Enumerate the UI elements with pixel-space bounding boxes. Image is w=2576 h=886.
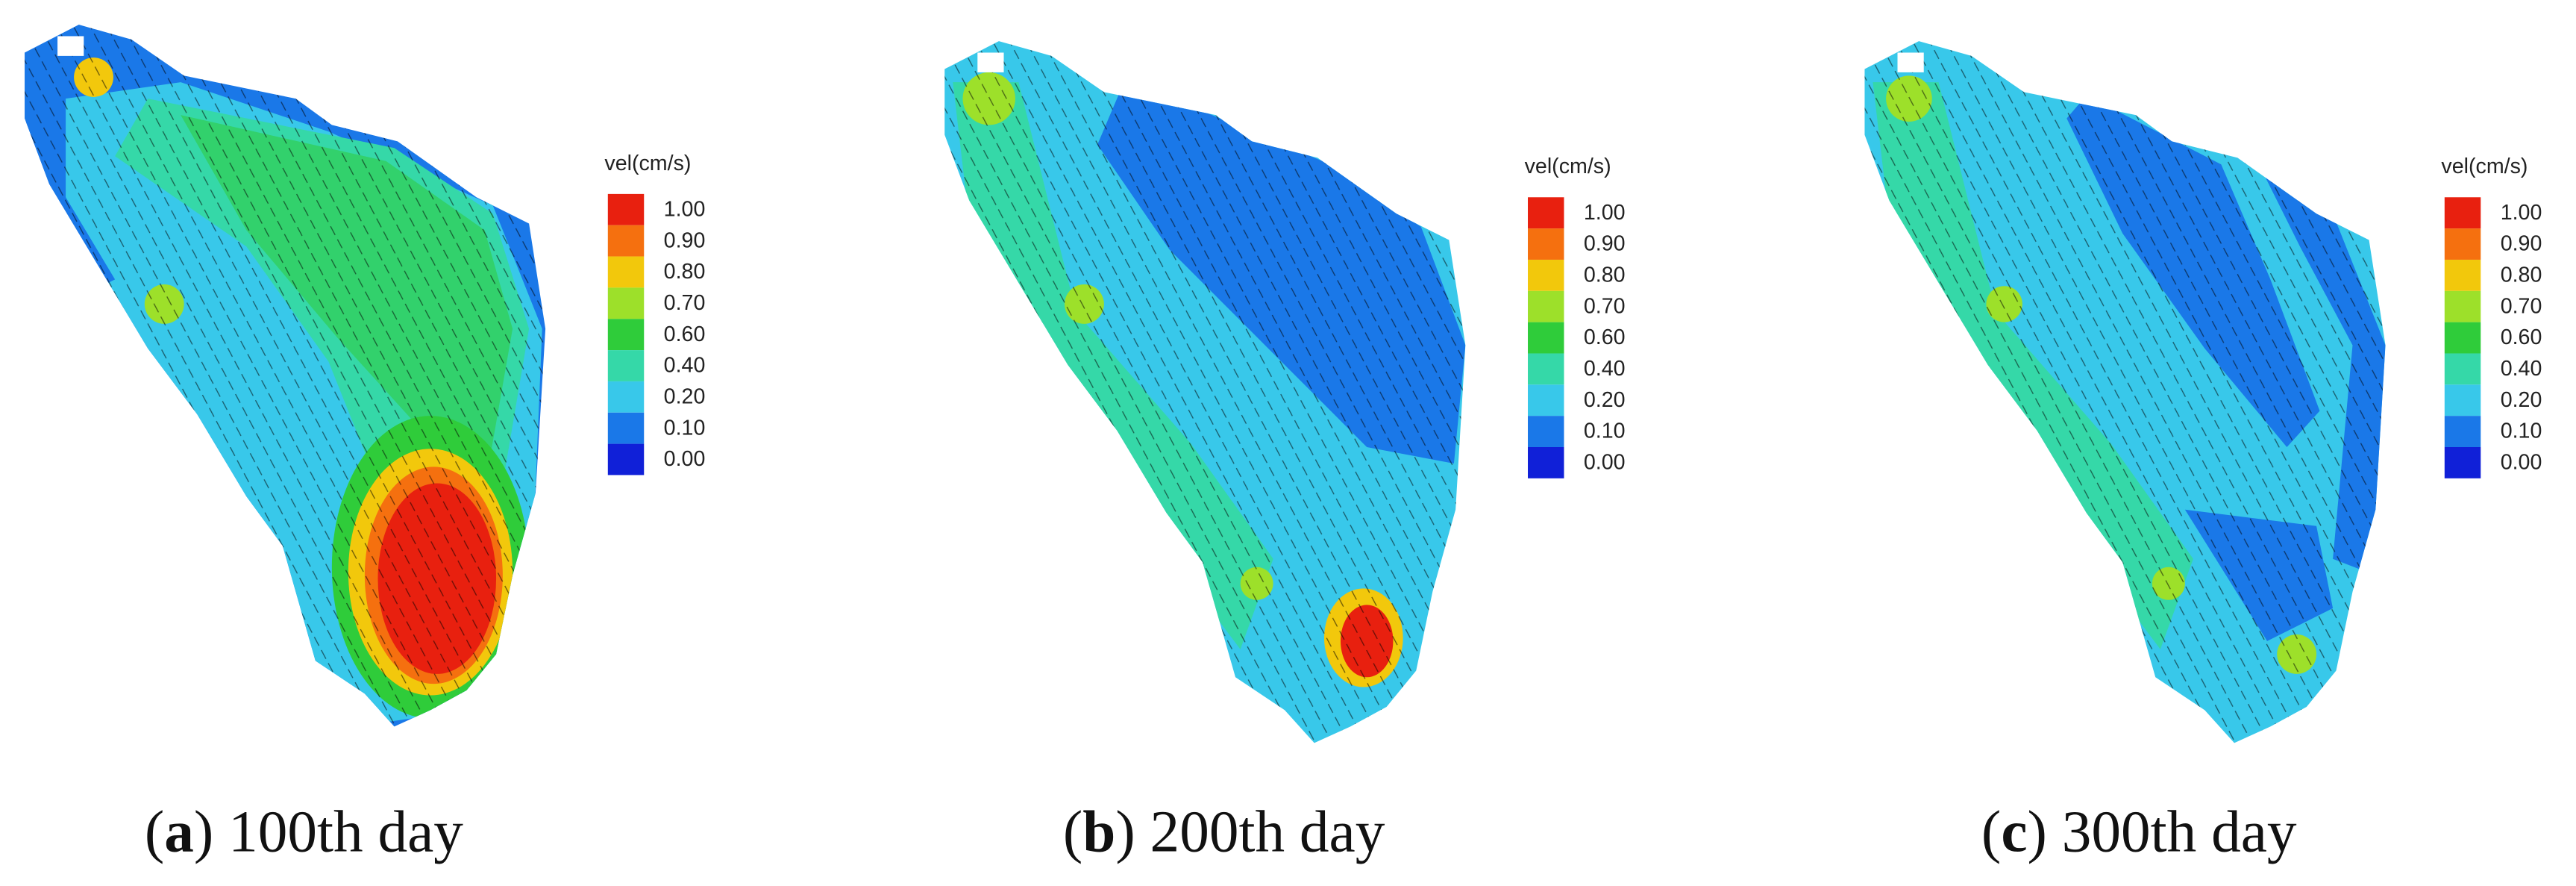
panel-map [944, 41, 1466, 743]
legend-label: 0.80 [1584, 263, 1626, 287]
legend-label: 0.90 [2501, 232, 2542, 256]
caption-part: ( [1981, 799, 2001, 865]
legend-swatch [2444, 384, 2481, 417]
legend-swatch [1528, 353, 1564, 385]
panel-map [25, 25, 546, 727]
caption: (c) 300th day [1981, 799, 2297, 865]
legend-swatch [2444, 447, 2481, 478]
legend-label: 0.40 [664, 354, 706, 378]
legend-swatch [607, 193, 645, 225]
legend-label: 0.00 [1584, 451, 1626, 475]
caption: (b) 200th day [1063, 799, 1385, 865]
legend-swatch [2444, 322, 2481, 354]
legend-swatch [607, 381, 645, 413]
legend-label: 0.10 [664, 416, 706, 440]
legend: vel(cm/s) 1.00 0.90 0.80 0.70 0.60 0.40 0.20 0.1… [1525, 155, 1626, 478]
caption-part: ) 200th day [1115, 799, 1385, 865]
legend-swatch [607, 443, 645, 475]
caption-part: ( [145, 799, 164, 865]
legend-title: vel(cm/s) [1525, 155, 1611, 178]
legend-label: 0.20 [1584, 388, 1626, 412]
legend-label: 0.10 [1584, 419, 1626, 443]
legend-swatch [1528, 228, 1564, 260]
legend-swatch [2444, 353, 2481, 385]
caption-part: ) 100th day [194, 799, 463, 865]
legend-swatch [1528, 447, 1564, 478]
legend-swatch [607, 412, 645, 444]
legend-label: 1.00 [1584, 201, 1626, 225]
legend-label: 0.70 [664, 291, 706, 315]
legend-swatch [1528, 322, 1564, 354]
legend-swatch [607, 256, 645, 288]
legend-label: 0.60 [1584, 325, 1626, 349]
legend-label: 0.40 [2501, 357, 2542, 381]
legend-title: vel(cm/s) [2441, 155, 2528, 178]
legend-swatch [1528, 416, 1564, 448]
legend-swatch [607, 319, 645, 351]
legend-label: 0.90 [1584, 232, 1626, 256]
legend-swatch [2444, 259, 2481, 291]
legend-title: vel(cm/s) [604, 152, 691, 175]
caption-part: b [1082, 799, 1115, 865]
legend-label: 0.80 [664, 260, 706, 284]
legend-label: 0.80 [2501, 263, 2542, 287]
legend-label: 0.40 [1584, 357, 1626, 381]
legend-swatch [1528, 259, 1564, 291]
legend-swatch [2444, 197, 2481, 229]
legend-label: 0.70 [2501, 294, 2542, 318]
legend-swatch [607, 225, 645, 257]
caption-part: ( [1063, 799, 1082, 865]
legend-label: 0.00 [664, 447, 706, 471]
legend-swatch [2444, 228, 2481, 260]
legend-label: 1.00 [664, 197, 706, 221]
legend-label: 0.90 [664, 228, 706, 252]
legend-swatch [2444, 416, 2481, 448]
legend-label: 0.60 [2501, 325, 2542, 349]
legend-swatch [1528, 290, 1564, 322]
legend: vel(cm/s) 1.00 0.90 0.80 0.70 0.60 0.40 0.20 0.1… [604, 152, 705, 475]
legend-label: 0.20 [664, 385, 706, 409]
legend: vel(cm/s) 1.00 0.90 0.80 0.70 0.60 0.40 0.20 0.1… [2441, 155, 2542, 478]
legend-swatch [1528, 197, 1564, 229]
caption: (a) 100th day [145, 799, 463, 865]
legend-swatch [2444, 290, 2481, 322]
caption-part: c [2001, 799, 2027, 865]
caption-part: ) 300th day [2028, 799, 2297, 865]
legend-label: 1.00 [2501, 201, 2542, 225]
legend-label: 0.00 [2501, 451, 2542, 475]
caption-part: a [164, 799, 194, 865]
legend-swatch [607, 287, 645, 319]
legend-label: 0.70 [1584, 294, 1626, 318]
legend-label: 0.20 [2501, 388, 2542, 412]
legend-label: 0.60 [664, 322, 706, 346]
legend-swatch [607, 350, 645, 381]
legend-swatch [1528, 384, 1564, 417]
legend-label: 0.10 [2501, 419, 2542, 443]
panel-map [1864, 41, 2386, 743]
